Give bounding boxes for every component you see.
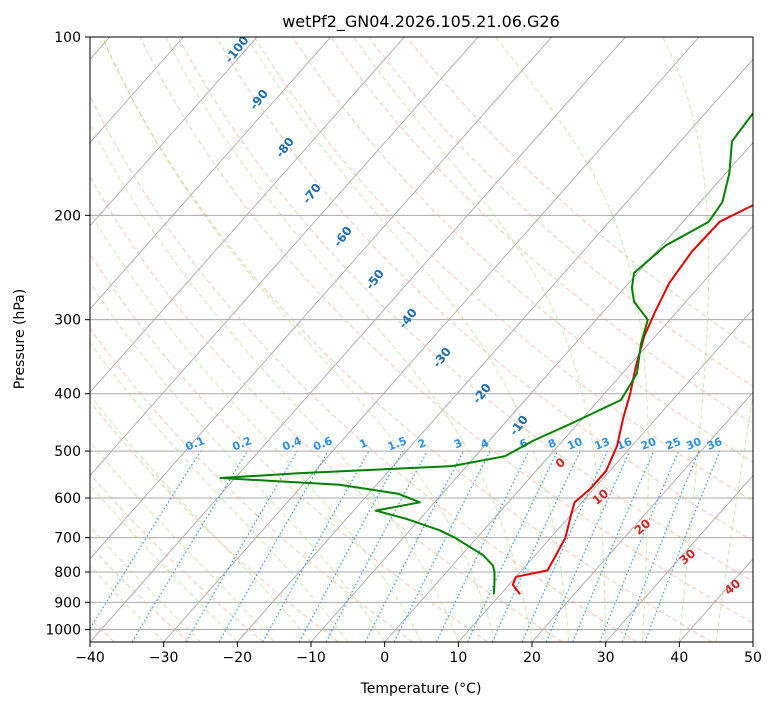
y-tick-label: 700 bbox=[54, 531, 81, 547]
x-tick-label: −30 bbox=[149, 650, 179, 666]
moist-adiabat bbox=[90, 394, 312, 642]
dewpoint-profile bbox=[219, 112, 753, 595]
y-tick-label: 300 bbox=[54, 313, 81, 329]
mixing-ratio-line bbox=[393, 450, 491, 642]
mixing-ratio-line bbox=[262, 450, 370, 642]
moist-adiabat bbox=[90, 123, 459, 642]
x-tick-label: 50 bbox=[744, 650, 762, 666]
mixing-ratio-label: 30 bbox=[684, 435, 703, 453]
moist-adiabat bbox=[90, 211, 422, 642]
mixing-ratio-label: 10 bbox=[565, 435, 584, 453]
isotherm bbox=[605, 474, 753, 642]
mixing-ratio-line bbox=[545, 450, 631, 642]
mixing-ratio-label: 2 bbox=[416, 436, 428, 451]
isotherm bbox=[90, 37, 332, 310]
mixing-ratio-label: 3 bbox=[452, 436, 464, 451]
isotherm bbox=[531, 391, 753, 642]
mixing-ratio-line bbox=[325, 450, 428, 642]
dry-adiabat bbox=[90, 400, 339, 642]
dry-adiabat bbox=[177, 37, 753, 583]
y-tick-label: 900 bbox=[54, 595, 81, 611]
y-axis-title: Pressure (hPa) bbox=[12, 289, 28, 389]
moist-adiabat bbox=[102, 37, 496, 642]
mixing-ratio-label: 20 bbox=[639, 435, 658, 453]
axes: −40 −30 −20 −10 0 10 20 30 40 50 100 200 300 400 500 60… bbox=[45, 30, 762, 666]
mixing-ratio-label: 13 bbox=[593, 435, 612, 453]
moist-adiabat bbox=[353, 37, 607, 642]
mixing-ratio-label: 8 bbox=[546, 436, 558, 451]
isotherm bbox=[236, 58, 753, 642]
dry-adiabat bbox=[90, 175, 563, 642]
moist-adiabat bbox=[715, 392, 753, 642]
moist-adiabat bbox=[90, 342, 349, 642]
mixing-ratio-label: 36 bbox=[705, 435, 724, 453]
x-tick-label: 0 bbox=[380, 650, 389, 666]
x-tick-label: 10 bbox=[449, 650, 467, 666]
chart-title: wetPf2_GN04.2026.105.21.06.G26 bbox=[282, 12, 560, 32]
dry-adiabat bbox=[90, 473, 264, 642]
dry-adiabat bbox=[90, 327, 414, 642]
dry-adiabat bbox=[406, 37, 753, 351]
mixing-ratio-line bbox=[131, 450, 248, 642]
background-lines bbox=[90, 37, 753, 642]
dry-adiabat bbox=[253, 37, 753, 502]
mixing-ratio-line bbox=[621, 450, 700, 642]
mixing-ratio-line bbox=[572, 450, 655, 642]
dry-adiabat bbox=[90, 94, 638, 642]
mixing-ratio-line bbox=[599, 450, 680, 642]
mixing-ratio-label: 1 bbox=[357, 436, 369, 451]
isotherm bbox=[384, 225, 753, 642]
isotherm bbox=[163, 37, 700, 642]
dry-adiabat bbox=[368, 37, 753, 388]
mixing-ratio-line bbox=[521, 450, 609, 642]
mixing-ratio-labels: 0.1 0.2 0.4 0.6 1 1.5 2 3 4 6 8 10 13 16 20 25 30 36 bbox=[184, 434, 725, 453]
x-tick-label: −20 bbox=[223, 650, 253, 666]
mixing-ratio-label: 16 bbox=[615, 435, 634, 453]
moist-adiabat bbox=[662, 37, 710, 642]
y-tick-label: 600 bbox=[54, 491, 81, 507]
moist-adiabat bbox=[246, 37, 570, 642]
y-tick-label: 200 bbox=[54, 208, 81, 224]
plot-frame bbox=[89, 36, 754, 643]
temperature-profile bbox=[511, 204, 753, 595]
moist-adiabat bbox=[165, 37, 533, 642]
isotherm bbox=[90, 37, 553, 560]
moist-adiabat bbox=[90, 441, 275, 642]
x-tick-label: 20 bbox=[523, 650, 541, 666]
mixing-ratio-line bbox=[298, 450, 403, 642]
x-tick-label: 30 bbox=[597, 650, 615, 666]
mixing-ratio-label: 25 bbox=[664, 435, 683, 453]
moist-adiabat bbox=[90, 282, 386, 642]
y-tick-label: 400 bbox=[54, 387, 81, 403]
isotherm bbox=[90, 37, 258, 227]
dry-adiabat bbox=[292, 37, 753, 463]
dry-adiabat bbox=[101, 37, 712, 642]
dry-adiabat bbox=[90, 253, 488, 642]
isotherm bbox=[90, 37, 479, 477]
x-axis-title: Temperature (°C) bbox=[360, 681, 482, 697]
dry-adiabat bbox=[215, 37, 753, 542]
y-tick-label: 500 bbox=[54, 444, 81, 460]
isotherm bbox=[310, 141, 753, 642]
y-tick-label: 100 bbox=[54, 30, 81, 46]
isotherm bbox=[90, 37, 184, 144]
x-tick-label: −40 bbox=[75, 650, 105, 666]
y-tick-label: 1000 bbox=[45, 622, 81, 638]
isotherm bbox=[457, 308, 753, 642]
sounding-series bbox=[219, 112, 753, 595]
mixing-ratio-line bbox=[644, 450, 721, 642]
x-tick-label: −10 bbox=[296, 650, 326, 666]
y-tick-label: 800 bbox=[54, 565, 81, 581]
x-tick-label: 40 bbox=[670, 650, 688, 666]
moist-adiabat bbox=[90, 564, 165, 642]
